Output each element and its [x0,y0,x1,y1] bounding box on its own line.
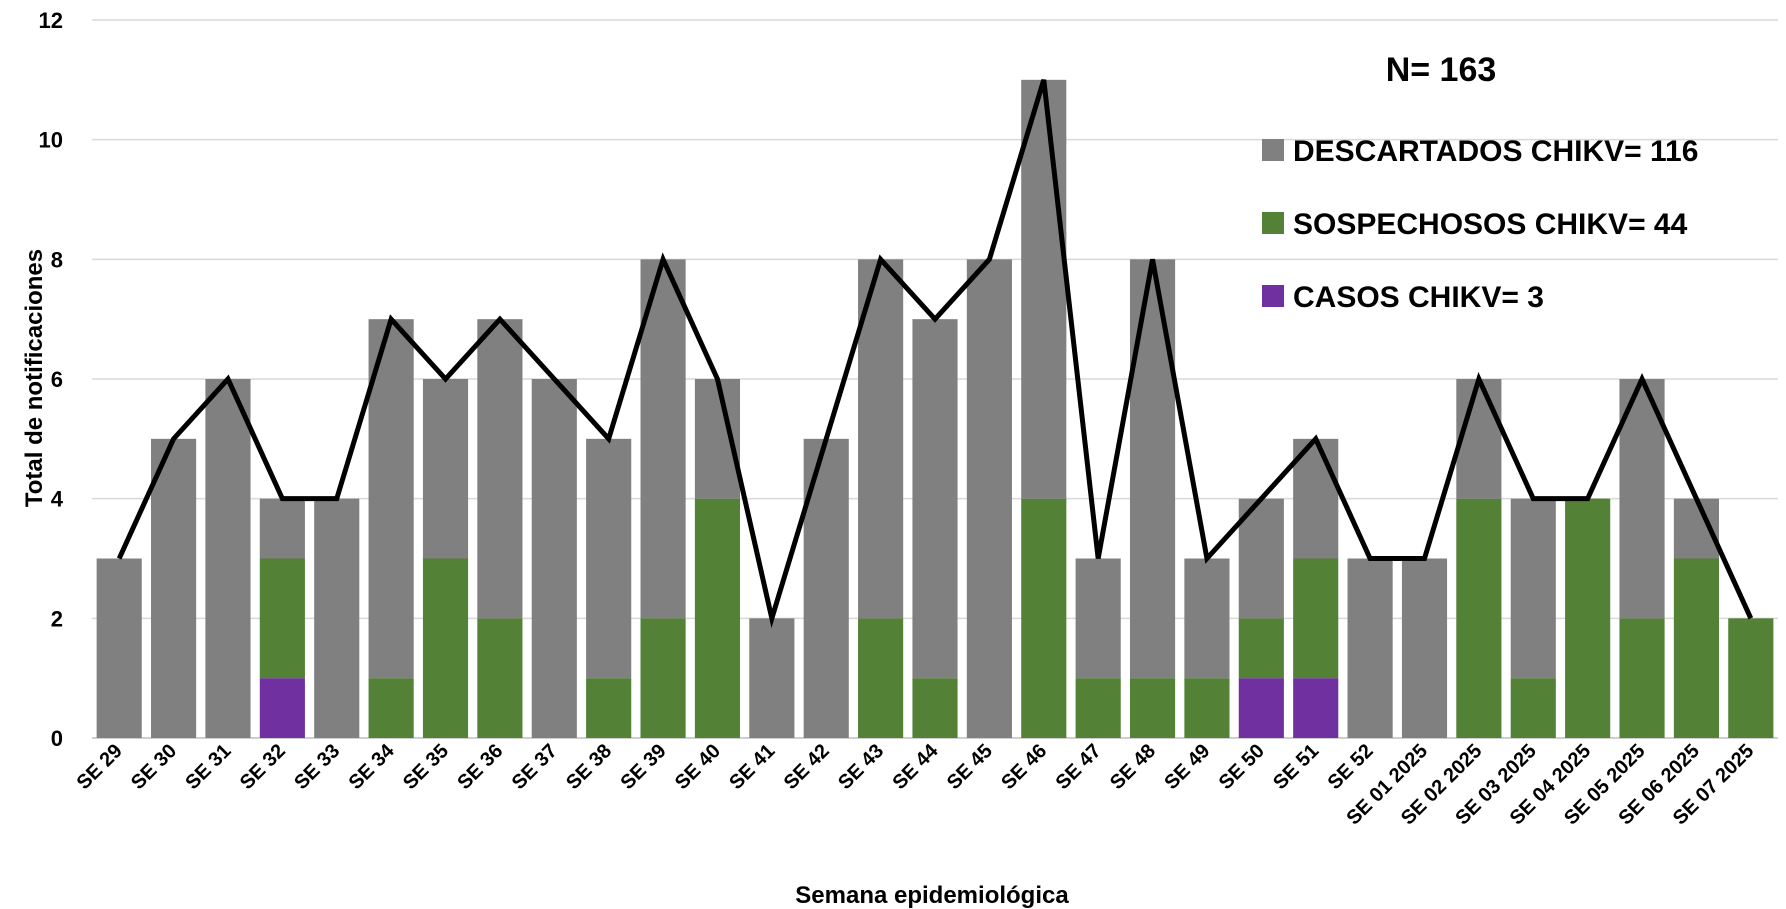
x-tick-label: SE 46 [997,740,1051,794]
y-tick-label: 8 [51,247,63,272]
bar-sospechosos-se-51 [1293,558,1339,679]
bar-descartados-se-02-2025 [1456,379,1502,499]
total-line-path [116,79,1754,629]
bar-descartados-se-36 [477,319,523,619]
bar-descartados-se-48 [1129,259,1176,679]
bar-descartados-se-39 [640,259,686,619]
bar-sospechosos-se-04-2025 [1565,498,1611,738]
bar-descartados-se-41 [749,618,795,738]
bar-sospechosos-se-39 [640,618,686,738]
bar-descartados-se-45 [966,259,1012,738]
legend-swatch [1262,285,1284,307]
bar-descartados-se-30 [151,438,197,738]
bar-descartados-se-47 [1075,558,1121,679]
bar-descartados-se-38 [586,438,632,679]
bar-descartados-se-43 [858,259,904,619]
bar-sospechosos-se-46 [1021,498,1067,738]
y-tick-label: 12 [39,8,63,33]
bar-descartados-se-32 [259,498,305,559]
x-tick-label: SE 35 [399,740,453,794]
bar-sospechosos-se-43 [858,618,904,738]
x-tick-label: SE 43 [834,740,888,794]
bar-sospechosos-se-06-2025 [1673,558,1719,738]
bar-sospechosos-se-32 [259,558,305,679]
bar-sospechosos-se-44 [912,678,958,738]
bar-descartados-se-37 [531,379,577,738]
bar-descartados-se-35 [422,379,469,559]
bar-sospechosos-se-03-2025 [1510,678,1556,738]
bar-sospechosos-se-49 [1184,678,1230,738]
bar-sospechosos-se-05-2025 [1619,618,1665,738]
bar-descartados-se-52 [1347,558,1393,738]
bar-descartados-se-49 [1184,558,1230,679]
x-tick-label: SE 44 [888,739,943,794]
bar-sospechosos-se-35 [422,558,469,738]
y-tick-label: 2 [51,606,63,631]
total-n-annotation: N= 163 [1386,51,1497,89]
bar-sospechosos-se-34 [368,678,414,738]
x-tick-label: SE 48 [1106,740,1160,794]
y-tick-label: 10 [39,128,63,153]
bar-descartados-se-01-2025 [1401,558,1448,738]
bar-descartados-se-31 [205,379,251,738]
x-tick-label: SE 34 [345,739,400,794]
x-tick-label: SE 32 [236,740,290,794]
bar-casos-se-50 [1238,678,1284,738]
bar-descartados-se-33 [314,498,360,738]
legend-swatch [1262,212,1284,234]
x-axis-label: Semana epidemiológica [795,882,1069,909]
bar-sospechosos-se-48 [1129,678,1176,738]
bar-sospechosos-se-47 [1075,678,1121,738]
y-axis-ticks: 0 2 4 6 8 10 12 [39,8,64,751]
legend: DESCARTADOS CHIKV= 116 SOSPECHOSOS CHIKV=… [1262,135,1698,314]
legend-label: SOSPECHOSOS CHIKV= 44 [1293,208,1688,241]
x-tick-label: SE 36 [453,740,507,794]
x-tick-label: SE 33 [290,740,344,794]
bar-descartados-se-46 [1021,79,1067,499]
y-tick-label: 0 [51,726,63,751]
legend-swatch [1262,139,1284,161]
y-tick-label: 6 [51,367,63,392]
bar-sospechosos-se-38 [586,678,632,738]
x-tick-label: SE 50 [1215,740,1269,794]
x-tick-label: SE 40 [671,740,725,794]
bar-descartados-se-34 [368,319,414,679]
bar-casos-se-51 [1293,678,1339,738]
legend-label: CASOS CHIKV= 3 [1293,281,1544,314]
total-line [116,79,1754,629]
bar-descartados-se-44 [912,319,958,679]
bar-sospechosos-se-02-2025 [1456,498,1502,738]
bar-descartados-se-05-2025 [1619,379,1665,619]
x-tick-label: SE 47 [1052,740,1106,794]
bar-sospechosos-se-40 [694,498,741,738]
y-tick-label: 4 [51,487,64,512]
x-tick-label: SE 30 [127,740,181,794]
bar-sospechosos-se-50 [1238,618,1284,679]
bar-casos-se-32 [259,678,305,738]
bar-descartados-se-03-2025 [1510,498,1556,679]
y-axis-label: Total de notificaciones [21,249,48,507]
x-tick-label: SE 42 [780,740,834,794]
x-axis-ticks: SE 29 SE 30 SE 31 SE 32 SE 33 SE 34 SE 35 SE 36… [73,739,1759,829]
bar-sospechosos-se-36 [477,618,523,738]
bar-sospechosos-se-07-2025 [1728,618,1774,738]
x-tick-label: SE 29 [73,740,127,794]
x-tick-label: SE 45 [943,740,997,794]
bars [96,79,1774,738]
x-tick-label: SE 39 [617,740,671,794]
x-tick-label: SE 49 [1160,740,1214,794]
x-tick-label: SE 37 [508,740,562,794]
x-tick-label: SE 41 [725,740,779,794]
x-tick-label: SE 51 [1269,740,1323,794]
x-tick-label: SE 31 [181,740,235,794]
bar-descartados-se-29 [96,558,142,738]
legend-label: DESCARTADOS CHIKV= 116 [1293,135,1698,168]
x-tick-label: SE 38 [562,740,616,794]
